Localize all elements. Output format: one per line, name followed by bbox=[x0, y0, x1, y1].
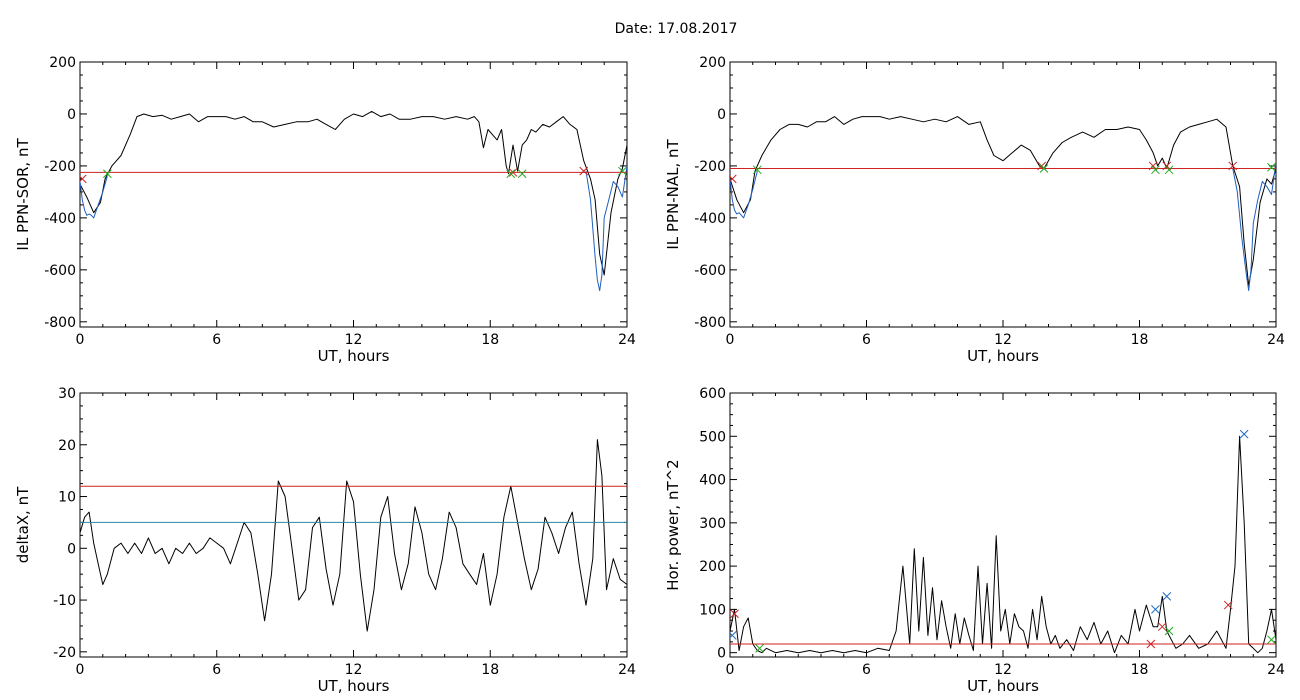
x-tick-label: 24 bbox=[618, 332, 636, 348]
event-marker bbox=[1164, 165, 1174, 175]
x-axis-label: UT, hours bbox=[318, 677, 390, 695]
series-line bbox=[730, 435, 1276, 654]
panel-il-ppn-nal: 0 6 12 18 24 200 0 -200 -400 -600 -800 UT, hours IL … bbox=[664, 55, 1285, 365]
event-marker bbox=[579, 166, 589, 176]
event-marker bbox=[1151, 165, 1160, 175]
event-marker bbox=[1146, 639, 1156, 649]
x-tick-label: 0 bbox=[76, 332, 85, 348]
x-tick-label: 6 bbox=[862, 662, 871, 678]
series-line bbox=[80, 439, 627, 632]
event-marker bbox=[102, 169, 112, 179]
x-tick-label: 18 bbox=[481, 332, 499, 348]
y-tick-label: -20 bbox=[53, 645, 76, 661]
x-tick-label: 18 bbox=[1131, 662, 1149, 678]
event-marker bbox=[1223, 600, 1233, 610]
x-tick-label: 24 bbox=[618, 662, 636, 678]
x-tick-label: 0 bbox=[726, 332, 735, 348]
y-tick-label: -800 bbox=[694, 315, 726, 331]
event-marker bbox=[730, 609, 739, 619]
x-tick-label: 6 bbox=[862, 332, 871, 348]
event-marker bbox=[1239, 429, 1249, 439]
event-marker bbox=[730, 174, 737, 184]
x-tick-label: 0 bbox=[76, 662, 85, 678]
x-tick-label: 12 bbox=[994, 332, 1012, 348]
event-marker bbox=[618, 166, 627, 176]
y-tick-label: 200 bbox=[699, 559, 726, 575]
y-tick-label: -800 bbox=[44, 315, 76, 331]
y-tick-label: -200 bbox=[694, 159, 726, 175]
event-marker bbox=[508, 168, 518, 177]
event-marker bbox=[1267, 635, 1276, 645]
x-tick-label: 24 bbox=[1267, 662, 1285, 678]
y-tick-label: 400 bbox=[699, 473, 726, 489]
event-marker bbox=[1148, 161, 1158, 171]
y-axis-label: deltaX, nT bbox=[14, 486, 32, 563]
y-axis-label: IL PPN-SOR, nT bbox=[14, 138, 32, 251]
x-tick-label: 12 bbox=[345, 662, 363, 678]
y-tick-label: 0 bbox=[67, 107, 76, 123]
y-tick-label: -200 bbox=[44, 159, 76, 175]
series-line bbox=[80, 176, 108, 219]
x-tick-label: 6 bbox=[212, 662, 221, 678]
event-marker bbox=[1151, 605, 1160, 614]
y-tick-label: 200 bbox=[49, 55, 76, 71]
event-marker bbox=[1039, 164, 1049, 173]
event-marker bbox=[1157, 622, 1167, 632]
series-line bbox=[80, 110, 627, 276]
event-marker bbox=[1267, 162, 1276, 172]
plot-frame bbox=[729, 392, 1277, 658]
x-tick-label: 0 bbox=[726, 662, 735, 678]
y-tick-label: -600 bbox=[694, 263, 726, 279]
y-tick-label: 0 bbox=[717, 107, 726, 123]
event-marker bbox=[752, 165, 762, 175]
y-tick-label: -400 bbox=[694, 211, 726, 227]
y-tick-label: 0 bbox=[67, 541, 76, 557]
panel-il-ppn-sor: 0 6 12 18 24 200 0 -200 -400 -600 -800 UT, hours IL … bbox=[14, 55, 636, 365]
y-tick-label: 30 bbox=[58, 386, 76, 402]
event-marker bbox=[506, 169, 516, 179]
y-tick-label: 10 bbox=[58, 490, 76, 506]
y-tick-label: -10 bbox=[53, 593, 76, 609]
panel-hor-power: 0 6 12 18 24 600 500 400 300 200 100 0 UT, hours Hor.… bbox=[664, 386, 1285, 695]
y-tick-label: 0 bbox=[717, 646, 726, 662]
x-tick-label: 18 bbox=[1131, 332, 1149, 348]
x-axis-label: UT, hours bbox=[967, 677, 1039, 695]
y-axis-label: Hor. power, nT^2 bbox=[664, 459, 682, 590]
series-line bbox=[730, 116, 1276, 286]
x-tick-label: 6 bbox=[212, 332, 221, 348]
event-marker bbox=[1162, 161, 1172, 171]
x-tick-label: 12 bbox=[345, 332, 363, 348]
series-line bbox=[730, 170, 758, 219]
y-tick-label: -400 bbox=[44, 211, 76, 227]
event-marker bbox=[1164, 626, 1174, 636]
event-marker bbox=[1162, 592, 1172, 601]
plot-frame bbox=[79, 61, 628, 328]
y-axis-label: IL PPN-NAL, nT bbox=[664, 139, 682, 250]
series-line bbox=[585, 165, 627, 292]
x-tick-label: 12 bbox=[994, 662, 1012, 678]
x-axis-label: UT, hours bbox=[967, 347, 1039, 365]
y-tick-label: 600 bbox=[699, 386, 726, 402]
figure-title: Date: 17.08.2017 bbox=[615, 21, 738, 37]
event-marker bbox=[1228, 161, 1238, 171]
event-marker bbox=[755, 643, 764, 653]
y-tick-label: 300 bbox=[699, 516, 726, 532]
y-tick-label: -600 bbox=[44, 263, 76, 279]
plot-frame bbox=[729, 61, 1277, 328]
y-tick-label: 100 bbox=[699, 602, 726, 618]
y-tick-label: 200 bbox=[699, 55, 726, 71]
event-marker bbox=[80, 174, 87, 184]
x-axis-label: UT, hours bbox=[318, 347, 390, 365]
panel-deltax: 0 6 12 18 24 30 20 10 0 -10 -20 UT, hours deltaX, nT bbox=[14, 386, 636, 695]
x-tick-label: 18 bbox=[481, 662, 499, 678]
series-line bbox=[1232, 160, 1276, 292]
event-marker bbox=[517, 169, 527, 179]
y-tick-label: 500 bbox=[699, 429, 726, 445]
event-marker bbox=[730, 631, 737, 640]
y-tick-label: 20 bbox=[58, 438, 76, 454]
plot-frame bbox=[79, 392, 628, 658]
x-tick-label: 24 bbox=[1267, 332, 1285, 348]
